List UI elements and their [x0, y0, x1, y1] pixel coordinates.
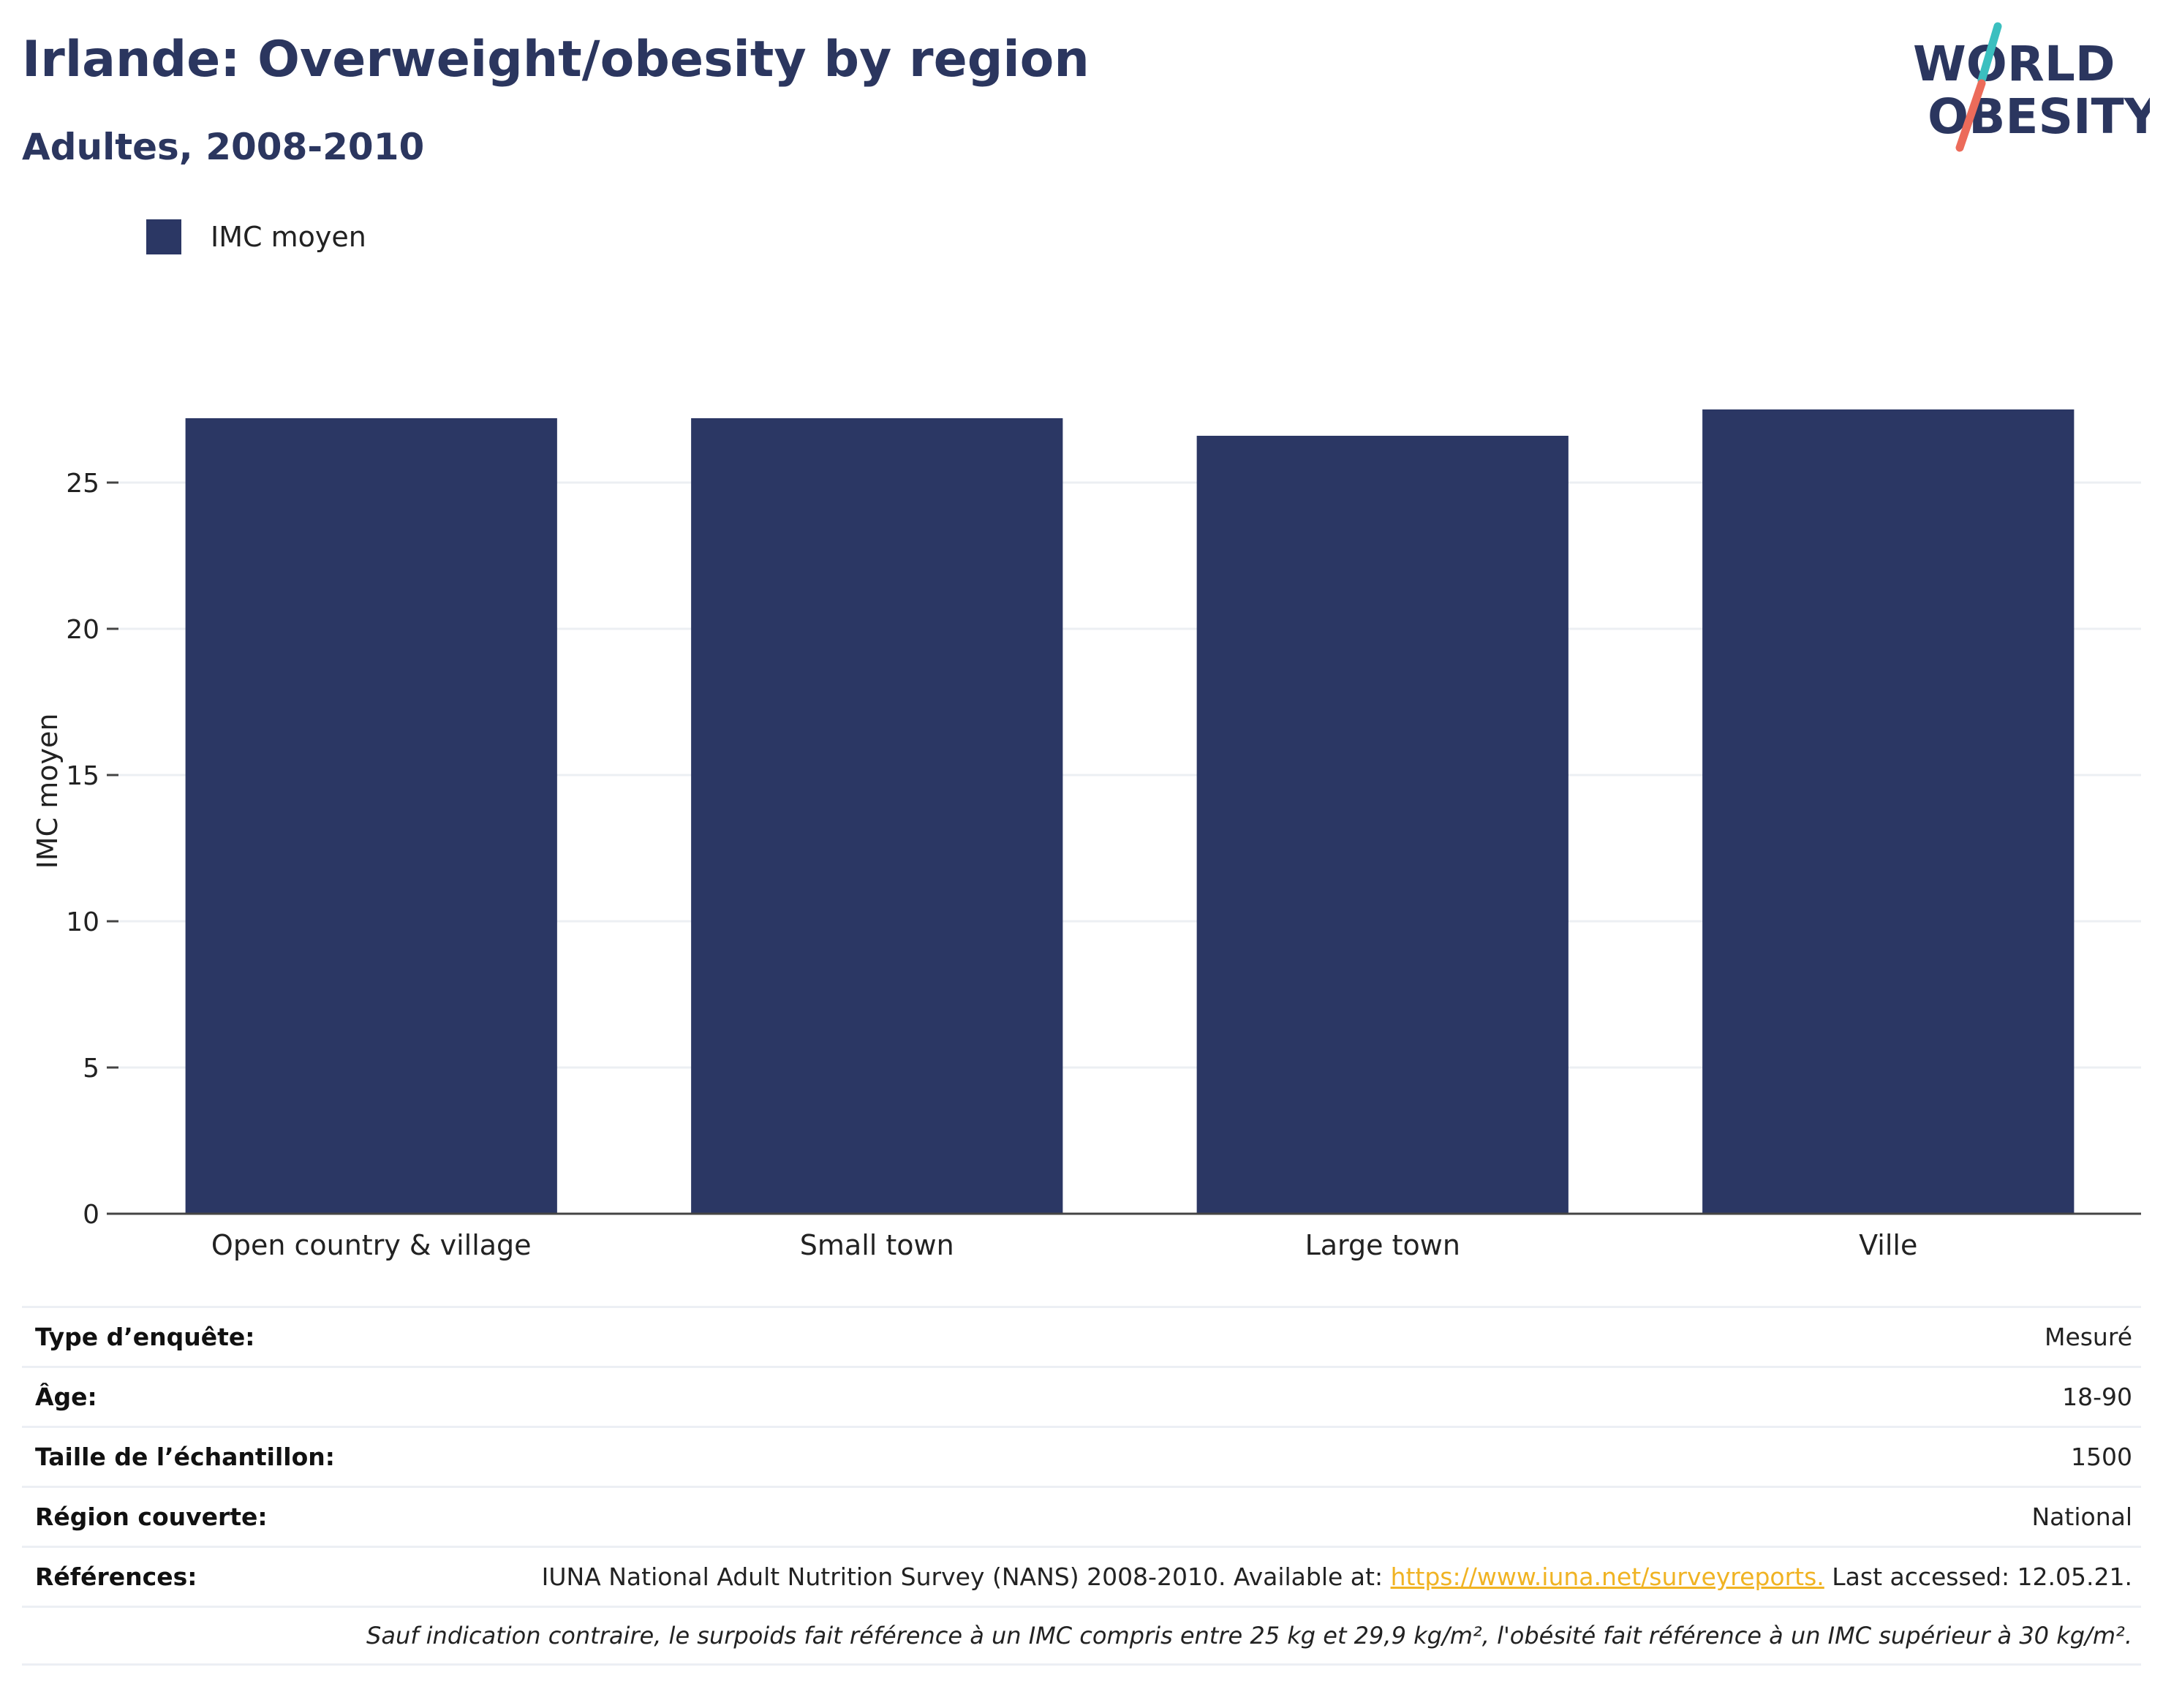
- bar: [1196, 436, 1569, 1214]
- info-row-sample-size: Taille de l’échantillon: 1500: [22, 1426, 2141, 1486]
- references-text: IUNA National Adult Nutrition Survey (NA…: [541, 1562, 1391, 1591]
- x-tick-label: Ville: [1859, 1229, 1917, 1261]
- region-label: Région couverte:: [35, 1503, 268, 1531]
- survey-type-label: Type d’enquête:: [35, 1323, 255, 1351]
- survey-info-table: Type d’enquête: Mesuré Âge: 18-90 Taille…: [22, 1306, 2141, 1666]
- age-value: 18-90: [2062, 1383, 2132, 1411]
- bar: [185, 418, 557, 1214]
- definition-note: Sauf indication contraire, le surpoids f…: [366, 1622, 2132, 1650]
- y-tick-label: 15: [66, 761, 99, 791]
- y-tick-label: 0: [83, 1200, 99, 1230]
- bar: [1702, 409, 2075, 1214]
- logo-slash-teal: [1977, 22, 2002, 85]
- info-row-age: Âge: 18-90: [22, 1366, 2141, 1426]
- chart-title: Irlande: Overweight/obesity by region: [22, 31, 1090, 88]
- x-tick-label: Open country & village: [211, 1229, 532, 1261]
- info-row-references: Références: IUNA National Adult Nutritio…: [22, 1546, 2141, 1606]
- info-row-note: Sauf indication contraire, le surpoids f…: [22, 1606, 2141, 1666]
- region-value: National: [2031, 1503, 2132, 1531]
- bar-chart: 0 5 10 15 20 25 Open country & village Small t…: [31, 409, 2141, 1261]
- x-tick-label: Small town: [800, 1229, 954, 1261]
- chart-subtitle: Adultes, 2008-2010: [22, 126, 425, 168]
- world-obesity-logo: WORLD OBESITY: [1913, 22, 2150, 152]
- y-axis-ticks: 0 5 10 15 20 25: [66, 469, 118, 1230]
- logo-line-world: WORLD: [1913, 36, 2115, 92]
- info-row-region: Région couverte: National: [22, 1486, 2141, 1546]
- y-tick-label: 5: [83, 1054, 99, 1084]
- references-link[interactable]: https://www.iuna.net/surveyreports.: [1390, 1562, 1824, 1591]
- bars: [185, 409, 2075, 1214]
- logo-slash-coral: [1955, 79, 1986, 152]
- info-row-survey-type: Type d’enquête: Mesuré: [22, 1306, 2141, 1366]
- references-accessed: Last accessed: 12.05.21.: [1824, 1562, 2132, 1591]
- age-label: Âge:: [35, 1383, 97, 1411]
- y-tick-label: 20: [66, 615, 99, 645]
- legend-swatch: [146, 219, 181, 254]
- y-axis-title: IMC moyen: [31, 714, 64, 869]
- references-value: IUNA National Adult Nutrition Survey (NA…: [542, 1562, 2132, 1591]
- x-axis-labels: Open country & village Small town Large to…: [211, 1229, 1917, 1261]
- sample-size-label: Taille de l’échantillon:: [35, 1443, 335, 1471]
- references-label: Références:: [35, 1562, 197, 1591]
- bar: [691, 418, 1063, 1214]
- y-tick-label: 25: [66, 469, 99, 499]
- legend-label: IMC moyen: [211, 221, 366, 253]
- y-tick-label: 10: [66, 907, 99, 937]
- sample-size-value: 1500: [2071, 1443, 2132, 1471]
- survey-type-value: Mesuré: [2044, 1323, 2132, 1351]
- x-tick-label: Large town: [1305, 1229, 1460, 1261]
- legend[interactable]: IMC moyen: [146, 216, 366, 257]
